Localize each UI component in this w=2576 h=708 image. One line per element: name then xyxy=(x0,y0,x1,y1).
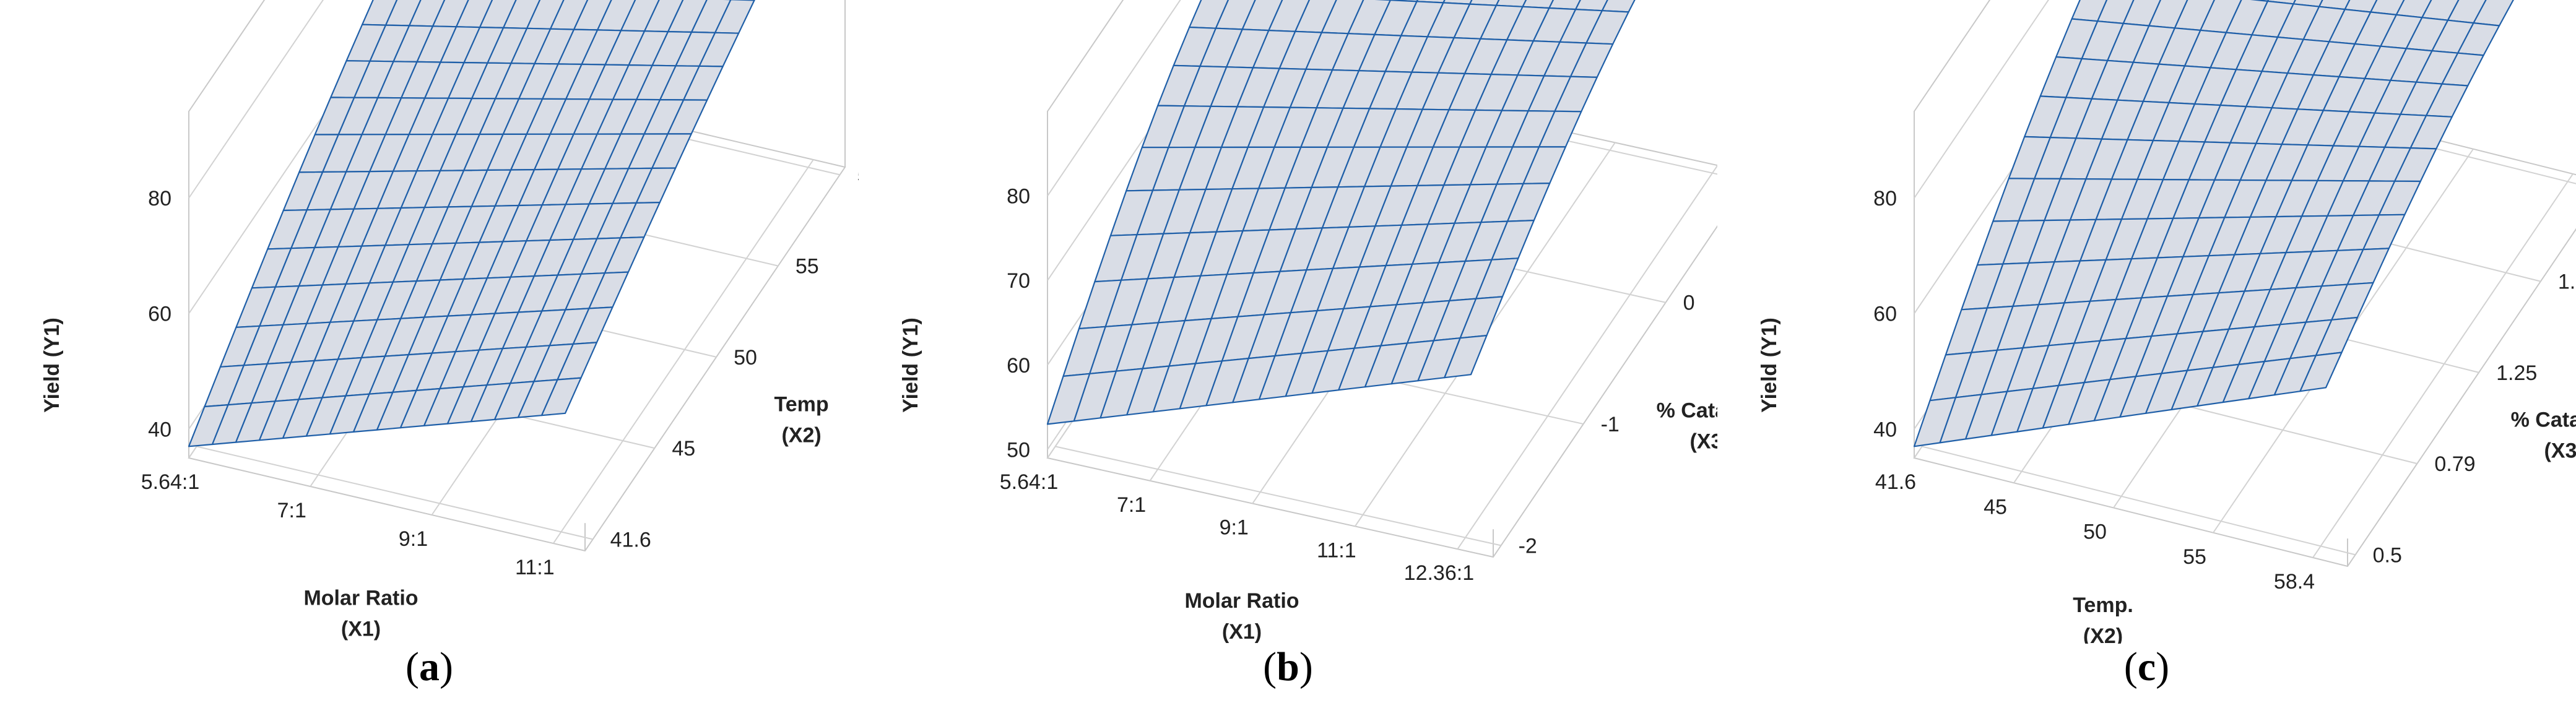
x-axis-title-line1: Molar Ratio xyxy=(303,587,418,610)
surface-mesh-b xyxy=(1046,0,1636,425)
surface-plot-c: 41.645505558.40.50.791.251.712406080Yiel… xyxy=(1758,0,2576,644)
z-tick-label: 80 xyxy=(148,187,171,210)
x-tick-label: 45 xyxy=(1984,495,2007,519)
y-tick-label: 1.25 xyxy=(2496,361,2537,385)
y-grid-line xyxy=(1922,446,2356,556)
y-axis-title-line1: % Catalyst xyxy=(1657,399,1717,422)
x-tick-label: 41.6 xyxy=(1875,470,1916,494)
y-tick-label: -1 xyxy=(1601,413,1620,436)
surface-plot-a: 5.64:1 7:1 9:1 11:1 41.6 45 50 55 58.4 40 60 80 Yiel… xyxy=(40,0,859,641)
y-tick-label: -2 xyxy=(1519,534,1537,558)
caption-a: (a) xyxy=(405,644,453,689)
x-axis-title-line2: (X2) xyxy=(2083,624,2123,644)
x-tick-label: 9:1 xyxy=(399,527,428,551)
z-axis-title: Yield (Y1) xyxy=(40,317,64,413)
surface-plot-b: 5.64:17:19:111:112.36:1-2-10150607080Yie… xyxy=(899,0,1717,644)
x-tick-label: 12.36:1 xyxy=(1404,561,1474,585)
caption-a-letter: a xyxy=(419,644,440,689)
y-tick-label: 55 xyxy=(796,255,819,278)
caption-c-letter: c xyxy=(2137,644,2156,689)
left-wall xyxy=(1047,0,1124,458)
surface-cell xyxy=(1601,0,1636,13)
x-grid-line xyxy=(1457,165,1717,550)
surface-cell xyxy=(540,377,582,417)
y-grid-line xyxy=(1055,446,1501,546)
caption-b: (b) xyxy=(1263,644,1313,689)
y-tick-label: 41.6 xyxy=(610,528,651,551)
x-tick-label: 7:1 xyxy=(1117,493,1146,517)
z-tick-label: 50 xyxy=(1007,438,1030,462)
left-wall xyxy=(188,0,266,458)
z-tick-label: 60 xyxy=(1873,303,1897,326)
y-tick-label: 50 xyxy=(734,346,757,369)
panel-b: 5.64:17:19:111:112.36:1-2-10150607080Yie… xyxy=(859,0,1717,708)
y-tick-label: 45 xyxy=(672,437,695,460)
y-grid-line xyxy=(196,446,593,540)
y-axis-title-line2: (X3) xyxy=(2544,439,2576,462)
x-tick-label: 55 xyxy=(2183,545,2206,569)
panel-c: 41.645505558.40.50.791.251.712406080Yiel… xyxy=(1717,0,2576,708)
z-grid-line xyxy=(1914,0,2049,199)
caption-b-letter: b xyxy=(1277,644,1299,689)
z-grid-line xyxy=(188,0,324,199)
x-axis-title-line2: (X1) xyxy=(1222,620,1262,644)
x-tick-label: 50 xyxy=(2083,520,2107,544)
y-axis-title-line1: % Catalyst xyxy=(2511,408,2576,431)
x-axis-title-line2: (X1) xyxy=(341,618,381,641)
x-tick-label: 9:1 xyxy=(1220,516,1249,540)
z-tick-label: 60 xyxy=(1007,354,1030,378)
z-grid-line xyxy=(1047,0,1181,197)
x-grid-line xyxy=(2312,173,2574,558)
caption-c: (c) xyxy=(2123,644,2170,689)
z-grid-line xyxy=(188,0,402,314)
left-wall xyxy=(1914,0,1991,458)
x-tick-label: 5.64:1 xyxy=(141,470,200,494)
y-axis-title-line2: (X2) xyxy=(781,423,821,447)
z-tick-label: 80 xyxy=(1873,187,1897,210)
y-tick-label: 1.71 xyxy=(2558,270,2576,294)
x-tick-label: 5.64:1 xyxy=(1000,470,1059,494)
z-tick-label: 80 xyxy=(1007,185,1030,209)
x-tick-label: 58.4 xyxy=(2274,570,2315,594)
x-axis-title-line1: Molar Ratio xyxy=(1184,589,1299,613)
y-tick-label: 58.4 xyxy=(857,163,859,187)
x-tick-label: 11:1 xyxy=(1317,538,1356,562)
z-tick-label: 40 xyxy=(148,418,171,441)
y-tick-label: 0.5 xyxy=(2373,543,2402,567)
z-tick-label: 60 xyxy=(148,303,171,326)
y-axis-title-line1: Temp xyxy=(774,392,829,416)
surface-cell xyxy=(2299,352,2343,392)
x-axis-title-line1: Temp. xyxy=(2073,594,2133,617)
z-tick-label: 40 xyxy=(1873,418,1897,441)
surface-mesh-a xyxy=(188,0,755,447)
z-tick-label: 70 xyxy=(1007,269,1030,293)
x-grid-line xyxy=(552,159,814,544)
panel-a: 5.64:1 7:1 9:1 11:1 41.6 45 50 55 58.4 40 60 80 Yiel… xyxy=(0,0,859,708)
y-tick-label: 0 xyxy=(1683,291,1695,315)
z-axis-title: Yield (Y1) xyxy=(1758,317,1781,413)
surface-mesh-c xyxy=(1913,0,2514,447)
surface-cell xyxy=(1444,335,1488,379)
y-axis-title-line2: (X3) xyxy=(1689,430,1717,453)
z-axis-title: Yield (Y1) xyxy=(899,317,922,413)
x-tick-label: 7:1 xyxy=(277,499,306,522)
y-tick-label: 0.79 xyxy=(2434,452,2475,476)
x-tick-label: 11:1 xyxy=(515,556,555,579)
